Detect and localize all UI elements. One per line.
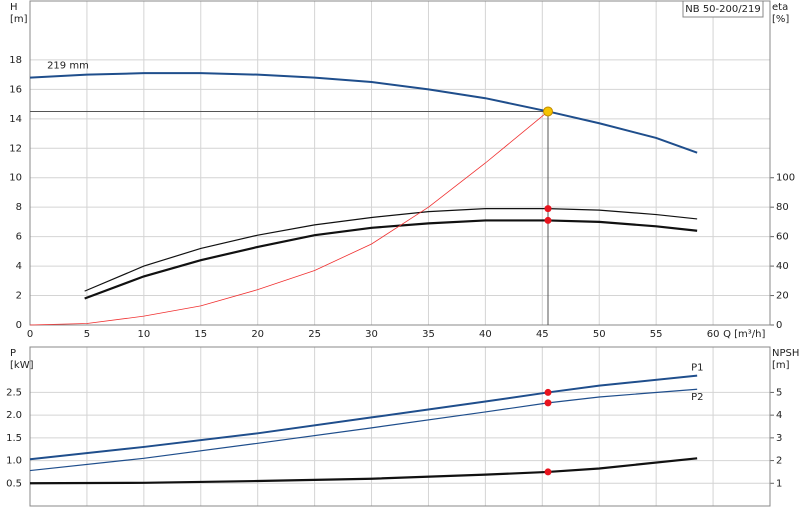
x-tick-label: 10 — [137, 329, 150, 340]
y2-tick-label: 80 — [776, 202, 789, 213]
y-tick-label: 0 — [16, 320, 22, 331]
plot-frame — [29, 0, 771, 326]
y-tick-label: 0.5 — [6, 478, 22, 489]
y-tick-label: 12 — [9, 143, 22, 154]
x-tick-label: 5 — [84, 329, 90, 340]
operating-marker — [544, 468, 552, 476]
x-tick-label: 55 — [650, 329, 663, 340]
y2-axis-unit: [%] — [772, 14, 789, 25]
y-axis-title: H — [10, 2, 18, 13]
duty-point — [543, 106, 553, 117]
series-label: P1 — [691, 363, 703, 374]
x-tick-label: 35 — [422, 329, 435, 340]
y-axis-title: P — [10, 348, 16, 359]
x-tick-label: 20 — [251, 329, 264, 340]
y-tick-label: 4 — [16, 261, 22, 272]
operating-marker — [544, 205, 552, 213]
series-line — [84, 208, 698, 292]
series-line — [84, 219, 698, 300]
y-tick-label: 8 — [16, 202, 22, 213]
y2-tick-label: 4 — [776, 410, 782, 421]
x-axis-title: Q [m³/h] — [723, 329, 765, 340]
y2-tick-label: 0 — [776, 320, 782, 331]
y2-tick-label: 3 — [776, 433, 782, 444]
y2-tick-label: 40 — [776, 261, 789, 272]
series-line — [29, 457, 698, 485]
annotation: 219 mm — [47, 61, 89, 72]
y2-axis-title: eta — [772, 2, 788, 13]
y-axis-unit: [kW] — [10, 360, 34, 371]
y-tick-label: 1.0 — [6, 456, 22, 467]
x-tick-label: 30 — [365, 329, 378, 340]
x-tick-label: 45 — [536, 329, 549, 340]
title-box — [682, 0, 764, 18]
y2-tick-label: 20 — [776, 291, 789, 302]
y2-axis-title: NPSH — [772, 348, 799, 359]
y2-axis-unit: [m] — [772, 360, 790, 371]
y-tick-label: 10 — [9, 173, 22, 184]
y-tick-label: 6 — [16, 232, 22, 243]
x-tick-label: 60 — [707, 329, 720, 340]
plot-frame — [29, 346, 771, 507]
series-label: P2 — [691, 392, 703, 403]
y-tick-label: 14 — [9, 114, 22, 125]
chart-title: NB 50-200/219 — [685, 4, 760, 15]
series-line — [29, 388, 698, 472]
operating-marker — [544, 216, 552, 224]
y-axis-unit: [m] — [10, 14, 28, 25]
y2-tick-label: 100 — [776, 173, 795, 184]
x-tick-label: 40 — [479, 329, 492, 340]
y2-tick-label: 1 — [776, 478, 782, 489]
y-tick-label: 2.5 — [6, 387, 22, 398]
y-tick-label: 1.5 — [6, 433, 22, 444]
x-tick-label: 50 — [593, 329, 606, 340]
x-tick-label: 0 — [27, 329, 33, 340]
operating-marker — [544, 399, 552, 407]
y2-tick-label: 2 — [776, 456, 782, 467]
y-tick-label: 16 — [9, 84, 22, 95]
series-line — [29, 72, 698, 154]
x-tick-label: 25 — [308, 329, 321, 340]
y2-tick-label: 60 — [776, 232, 789, 243]
series-line — [29, 374, 698, 461]
x-tick-label: 15 — [194, 329, 207, 340]
y-tick-label: 2.0 — [6, 410, 22, 421]
operating-marker — [544, 388, 552, 396]
y-tick-label: 2 — [16, 291, 22, 302]
series-line — [29, 111, 549, 326]
y-tick-label: 18 — [9, 55, 22, 66]
y2-tick-label: 5 — [776, 387, 782, 398]
